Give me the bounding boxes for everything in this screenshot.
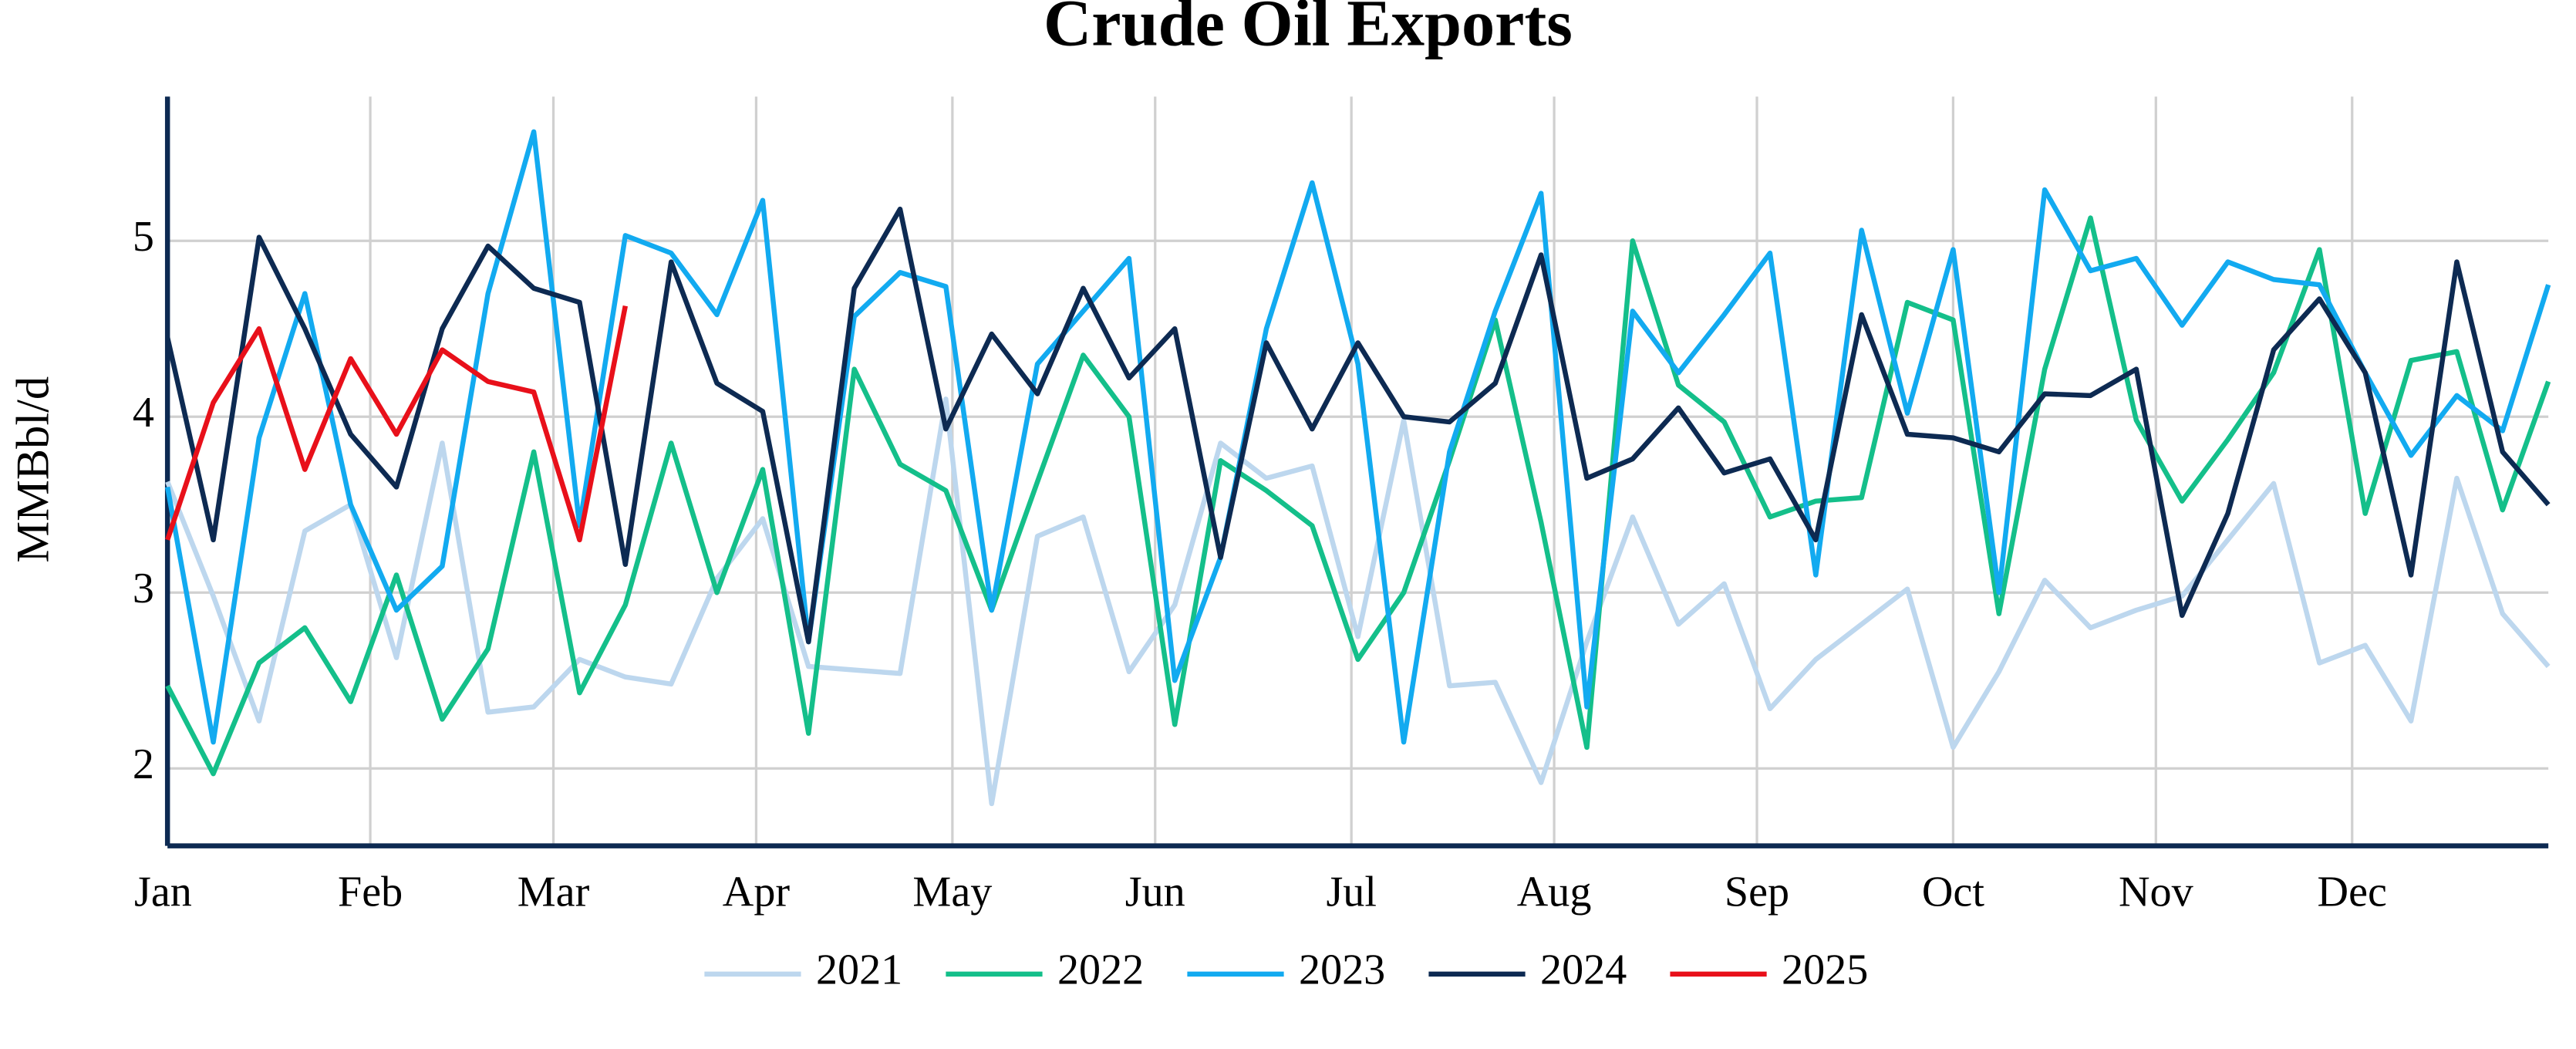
x-tick-label: Sep <box>1725 868 1789 916</box>
x-tick-label: Oct <box>1922 868 1984 916</box>
x-tick-label: Apr <box>723 868 791 916</box>
legend-label: 2024 <box>1540 946 1627 994</box>
series-line <box>164 129 2551 745</box>
y-tick-label: 2 <box>133 740 154 788</box>
series-line <box>165 206 2551 645</box>
x-tick-label: Dec <box>2318 868 2387 916</box>
x-tick-label: Nov <box>2119 868 2194 916</box>
y-axis-label: MMBbl/d <box>8 376 59 563</box>
y-tick-label: 3 <box>133 565 154 612</box>
chart-title: Crude Oil Exports <box>1044 0 1573 60</box>
series-line <box>165 396 2551 807</box>
series-line <box>165 215 2551 777</box>
legend-label: 2022 <box>1057 946 1144 994</box>
x-tick-label: Jul <box>1326 868 1376 916</box>
x-tick-label: Aug <box>1517 868 1592 916</box>
x-tick-label: Feb <box>338 868 403 916</box>
legend-label: 2025 <box>1782 946 1868 994</box>
legend-label: 2023 <box>1299 946 1385 994</box>
legend-label: 2021 <box>816 946 902 994</box>
x-tick-label: Jun <box>1125 868 1185 916</box>
x-tick-label: Mar <box>518 868 590 916</box>
series-line <box>165 305 629 543</box>
x-tick-label: May <box>912 868 992 916</box>
x-tick-label: Jan <box>134 868 192 916</box>
y-tick-label: 5 <box>133 213 154 261</box>
y-tick-label: 4 <box>133 389 154 437</box>
